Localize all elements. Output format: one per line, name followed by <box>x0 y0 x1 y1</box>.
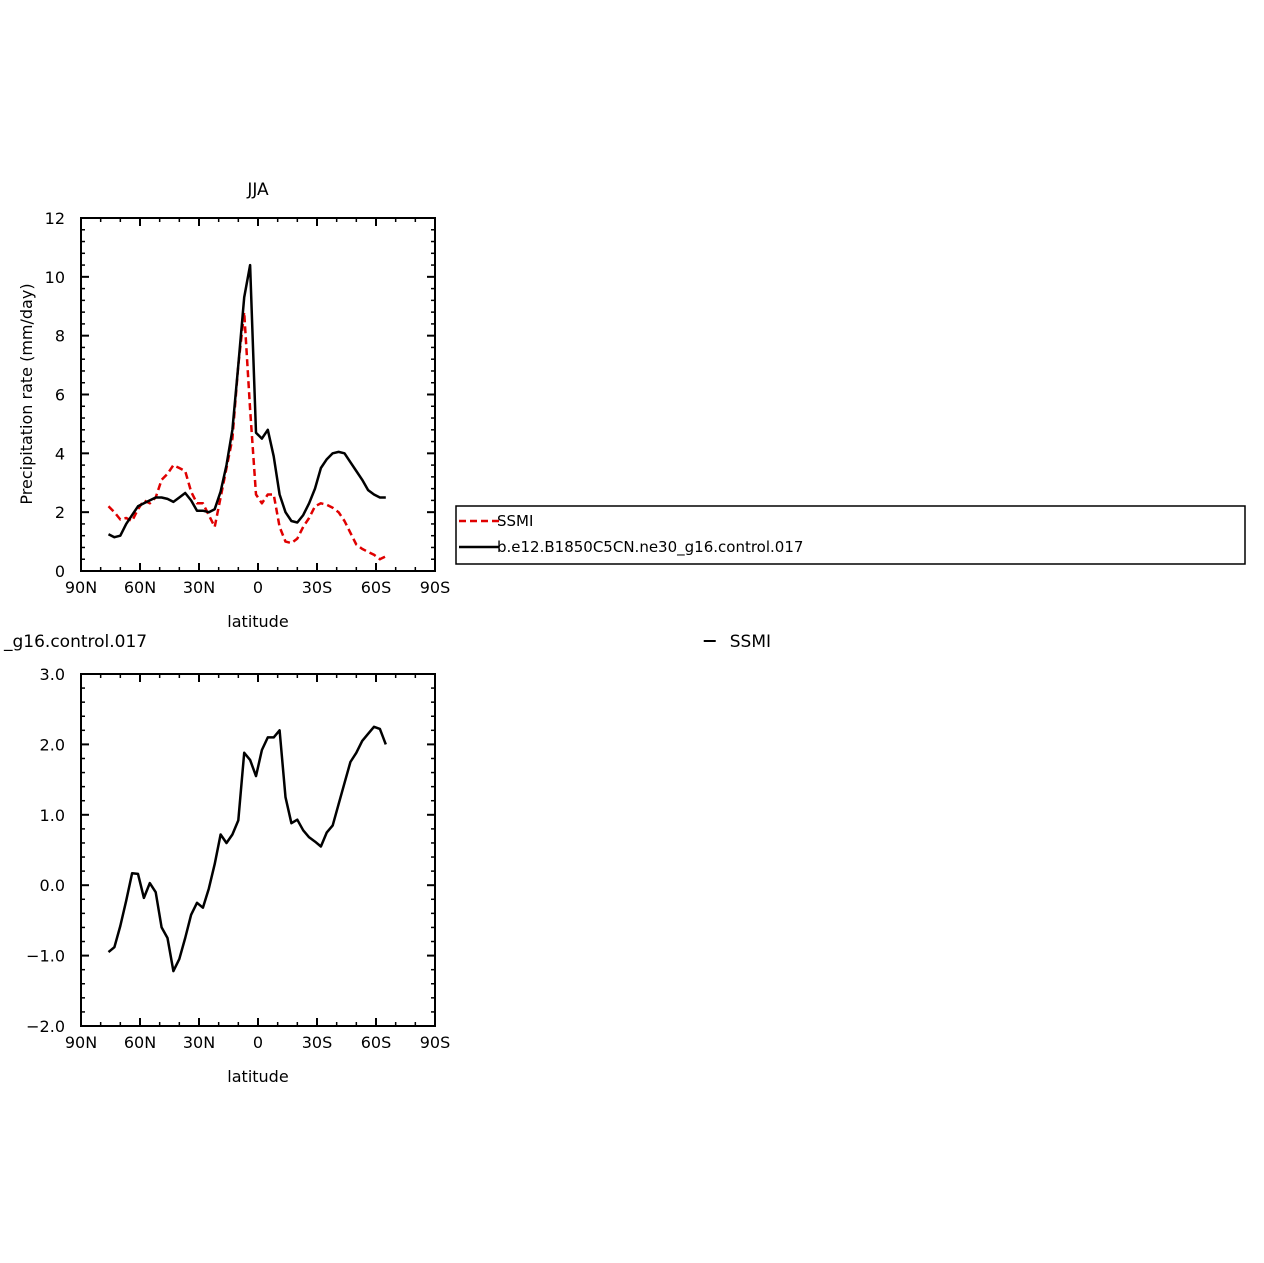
bottom-data-lines <box>107 725 387 973</box>
bottom-y-axis-label: Precipitation rate (mm/day) <box>0 738 16 959</box>
top-data-lines <box>107 263 387 561</box>
bottom-chart-title: _g16.control.017 <box>3 632 147 652</box>
top-series-line-0 <box>107 310 387 561</box>
top-axes: 90N 60N 30N 0 30S 60S 90S 0 2 4 6 8 10 12 <box>45 209 451 597</box>
top-x-tick-label: 90S <box>420 578 451 597</box>
top-y-tick-label: 8 <box>55 327 65 346</box>
top-y-tick-label: 4 <box>55 444 65 463</box>
top-y-tick-label: 10 <box>45 268 65 287</box>
legend-box <box>455 505 1246 565</box>
legend-ssmi-label: SSMI <box>497 512 533 530</box>
bottom-y-tick-label: 1.0 <box>40 806 65 825</box>
bottom-y-tick-label: 0.0 <box>40 876 65 895</box>
bottom-axes: 90N 60N 30N 0 30S 60S 90S −2.0 −1.0 0.0 1.0 2.0 3.0 <box>26 665 450 1052</box>
top-y-axis-label: Precipitation rate (mm/day) <box>17 283 36 504</box>
top-y-tick-label: 12 <box>45 209 65 228</box>
bottom-series-line-0 <box>107 725 387 973</box>
top-y-tick-label: 2 <box>55 503 65 522</box>
top-series-line-1 <box>107 263 386 539</box>
bottom-x-tick-label: 30S <box>302 1033 333 1052</box>
bottom-x-tick-label: 60N <box>124 1033 156 1052</box>
legend-model-label: b.e12.B1850C5CN.ne30_g16.control.017 <box>497 538 803 557</box>
bottom-x-tick-label: 0 <box>253 1033 263 1052</box>
top-x-tick-label: 30N <box>183 578 215 597</box>
bottom-chart-right-title: SSMI <box>730 632 771 652</box>
top-panel: JJA latitude Precipitation rate (mm/day)… <box>17 180 450 631</box>
bottom-x-axis-label: latitude <box>227 1067 288 1086</box>
top-x-tick-label: 60N <box>124 578 156 597</box>
top-x-axis-label: latitude <box>227 612 288 631</box>
bottom-y-tick-label: 3.0 <box>40 665 65 684</box>
top-y-tick-label: 6 <box>55 386 65 405</box>
bottom-x-tick-label: 90N <box>65 1033 97 1052</box>
bottom-y-tick-label: −1.0 <box>26 947 65 966</box>
bottom-panel: _g16.control.017 SSMI latitude Precipita… <box>0 632 771 1086</box>
top-y-tick-label: 0 <box>55 562 65 581</box>
top-x-tick-label: 0 <box>253 578 263 597</box>
bottom-plot-frame <box>80 673 436 1027</box>
legend: SSMI b.e12.B1850C5CN.ne30_g16.control.01… <box>455 505 1246 565</box>
top-x-tick-label: 90N <box>65 578 97 597</box>
bottom-x-tick-label: 30N <box>183 1033 215 1052</box>
bottom-y-tick-label: 2.0 <box>40 735 65 754</box>
bottom-y-tick-label: −2.0 <box>26 1017 65 1036</box>
top-x-tick-label: 60S <box>361 578 392 597</box>
bottom-x-tick-label: 60S <box>361 1033 392 1052</box>
top-x-tick-label: 30S <box>302 578 333 597</box>
top-chart-title: JJA <box>246 180 269 200</box>
bottom-x-tick-label: 90S <box>420 1033 451 1052</box>
